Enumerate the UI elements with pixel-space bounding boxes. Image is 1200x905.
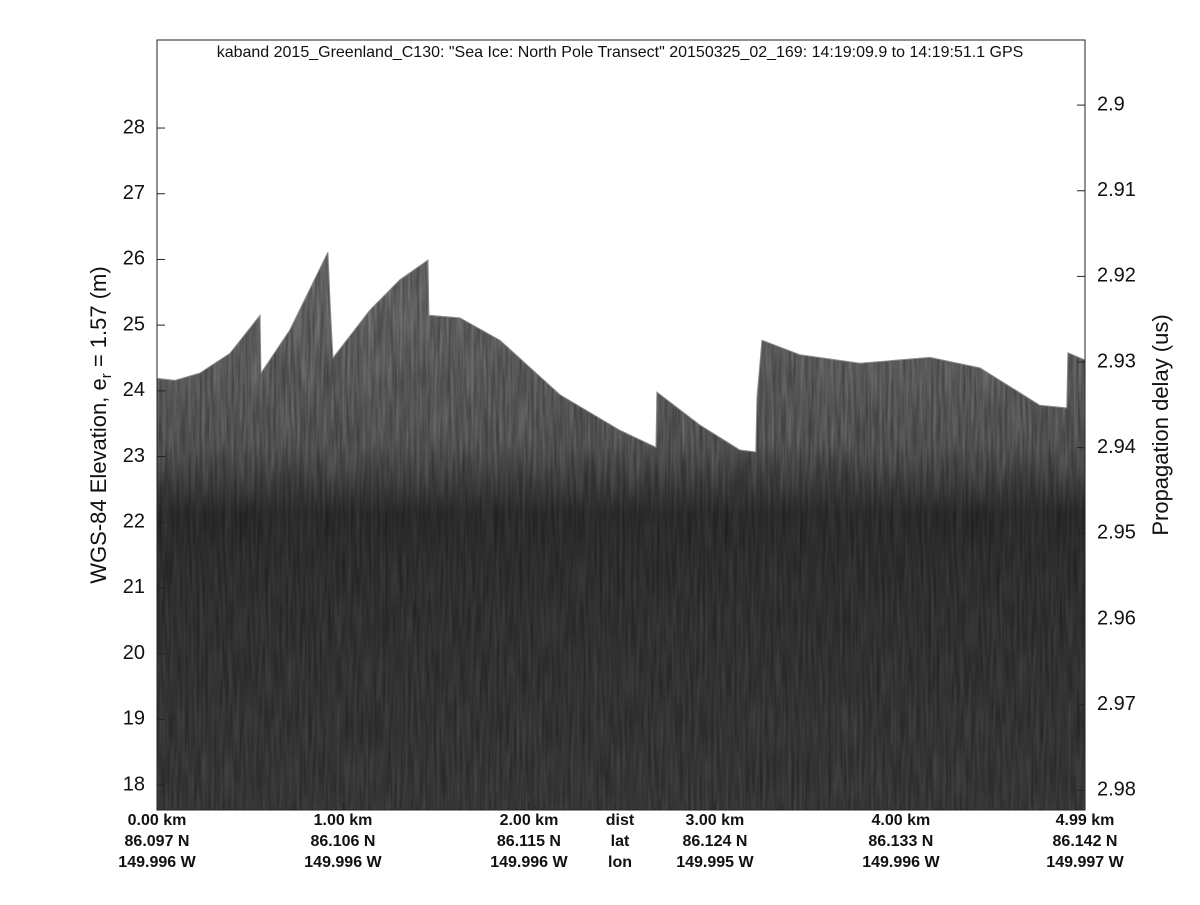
lat-label: 86.097 N bbox=[125, 833, 190, 850]
lon-label: 149.996 W bbox=[304, 854, 382, 871]
surface-line bbox=[156, 251, 1086, 453]
plot-frame bbox=[156, 39, 1086, 811]
lon-label: 149.996 W bbox=[490, 854, 568, 871]
x-tick-label: 4.00 km bbox=[872, 812, 931, 829]
y2-tick-label: 2.91 bbox=[1097, 179, 1136, 201]
lat-label: 86.115 N bbox=[497, 833, 561, 850]
chart-title: kaband 2015_Greenland_C130: "Sea Ice: No… bbox=[217, 44, 1024, 61]
y-tick-label: 21 bbox=[123, 576, 145, 598]
y-tick-label: 19 bbox=[123, 708, 145, 730]
y2-axis-label: Propagation delay (us) bbox=[1148, 314, 1173, 535]
y2-tick-label: 2.96 bbox=[1097, 607, 1136, 629]
lat-label: 86.133 N bbox=[868, 833, 933, 850]
echogram-noise bbox=[157, 252, 1085, 810]
y-tick-label: 28 bbox=[123, 116, 145, 138]
y-axis-label-subscript: r bbox=[98, 373, 115, 378]
x-tick-label: 4.99 km bbox=[1056, 812, 1115, 829]
y-axis-label: WGS-84 Elevation, er = 1.57 (m) bbox=[86, 266, 115, 583]
lat-label: 86.106 N bbox=[311, 833, 376, 850]
y-tick-label: 26 bbox=[123, 248, 145, 270]
y2-tick-label: 2.93 bbox=[1097, 350, 1136, 372]
lat-label: 86.142 N bbox=[1053, 833, 1118, 850]
y-tick-label: 23 bbox=[123, 445, 145, 467]
y2-tick-label: 2.98 bbox=[1097, 779, 1136, 801]
row-label: lat bbox=[611, 833, 630, 850]
x-tick-label: 0.00 km bbox=[128, 812, 187, 829]
y2-tick-label: 2.9 bbox=[1097, 93, 1125, 115]
y-axis-label-text: WGS-84 Elevation, e bbox=[86, 378, 111, 583]
lon-label: 149.996 W bbox=[118, 854, 196, 871]
row-label: lon bbox=[608, 854, 632, 871]
y-tick-label: 20 bbox=[123, 642, 145, 664]
y2-tick-label: 2.92 bbox=[1097, 265, 1136, 287]
lon-label: 149.995 W bbox=[676, 854, 754, 871]
y-tick-label: 27 bbox=[123, 182, 145, 204]
y-axis-label-rest: = 1.57 (m) bbox=[86, 266, 111, 373]
lon-label: 149.996 W bbox=[862, 854, 940, 871]
x-tick-label: 2.00 km bbox=[500, 812, 559, 829]
y-tick-label: 24 bbox=[123, 379, 145, 401]
y-tick-label: 18 bbox=[123, 773, 145, 795]
x-tick-label: 1.00 km bbox=[314, 812, 373, 829]
row-label: dist bbox=[606, 812, 635, 829]
y-tick-label: 25 bbox=[123, 313, 145, 335]
y2-tick-label: 2.97 bbox=[1097, 693, 1136, 715]
y-tick-label: 22 bbox=[123, 511, 145, 533]
lat-label: 86.124 N bbox=[682, 833, 747, 850]
y2-tick-label: 2.94 bbox=[1097, 436, 1136, 458]
lon-label: 149.997 W bbox=[1046, 854, 1124, 871]
y2-tick-label: 2.95 bbox=[1097, 522, 1136, 544]
x-tick-label: 3.00 km bbox=[686, 812, 745, 829]
